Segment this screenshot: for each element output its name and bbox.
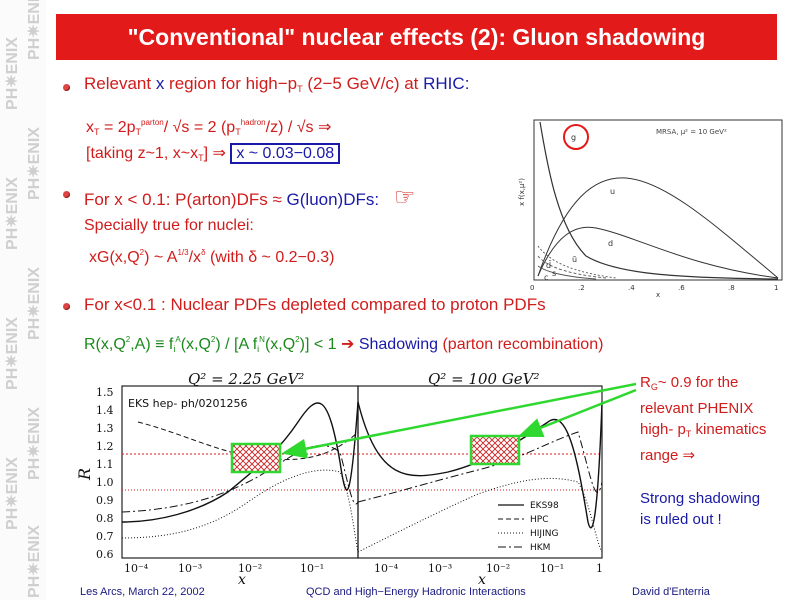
nuclei-note: Specially true for nuclei: (84, 217, 254, 234)
panel2-title: Q² = 100 GeV² (428, 370, 540, 388)
arrow-to-panel2 (517, 388, 637, 438)
arrow-to-panel1 (281, 382, 637, 459)
shadow-ytick: 0.7 (96, 530, 114, 543)
pdf-curve-label-u: u (610, 187, 615, 196)
shadow-ytick: 1.2 (96, 440, 114, 453)
shadow-ytick: 1.1 (96, 458, 114, 471)
hpc-curve-panel1 (137, 421, 359, 461)
rg-note-line4: range ⇒ (640, 447, 696, 464)
shadow-xlabel: x (238, 572, 246, 584)
pdf-curve-label-g: g (571, 133, 576, 142)
pdf-curve-label-d: d (608, 239, 613, 248)
shadow-ytick: 1.3 (96, 422, 114, 435)
footer-author: David d'Enterria (632, 586, 710, 598)
bullet-relevant-x: Relevant x region for high−pT (2−5 GeV/c… (84, 74, 470, 94)
bullet-parton-dfs: For x < 0.1: P(arton)DFs ≈ G(luon)DFs: ☞ (84, 184, 416, 211)
bullet-nuclear-pdfs: For x<0.1 : Nuclear PDFs depleted compar… (84, 295, 546, 314)
eks98-curve-panel1 (121, 401, 359, 523)
shadow-xtick: 10⁻³ (428, 562, 452, 575)
shadow-xtick: 10⁻¹ (540, 562, 564, 575)
footer-conference: QCD and High−Energy Hadronic Interaction… (306, 586, 526, 598)
shadow-xtick: 10⁻² (486, 562, 510, 575)
conclusion-line2: is ruled out ! (640, 511, 722, 528)
sidebar-logo-strip: PH✷ENIX PH✷ENIX PH✷ENIX PH✷ENIX PH✷ENIX … (0, 0, 46, 600)
shadow-xtick: 10⁻¹ (300, 562, 324, 575)
pdf-xlabel: x (656, 291, 660, 298)
legend-hijing: HIJING (530, 529, 558, 539)
footer-date: Les Arcs, March 22, 2002 (80, 586, 205, 598)
shadow-ytick: 1.4 (96, 404, 114, 417)
rg-note-line2: relevant PHENIX (640, 400, 754, 417)
phenix-region-box-panel2 (469, 434, 521, 466)
x-range-equation: [taking z~1, x~xT] ⇒ x ~ 0.03−0.08 (86, 143, 341, 164)
shadow-xtick: 10⁻⁴ (124, 562, 149, 575)
rg-note-line3: high- pT kinematics (640, 421, 767, 439)
shadow-xtick: 10⁻² (238, 562, 262, 575)
shadow-xtick: 1 (596, 562, 603, 575)
hkm-curve-panel1 (121, 445, 359, 513)
phenix-region-box-panel1 (230, 442, 282, 474)
rg-note: RG~ 0.9 for the relevant PHENIX high- pT… (640, 372, 766, 466)
panel1-title: Q² = 2.25 GeV² (188, 370, 304, 388)
pdf-xtick: .2 (578, 284, 585, 292)
pdf-curve-label-s: s (552, 269, 556, 278)
shadow-ytick: 1.0 (96, 476, 114, 489)
conclusion-note: Strong shadowing is ruled out ! (640, 488, 760, 530)
pdf-ylabel: x f(x,μ²) (518, 178, 526, 206)
pointing-hand-icon: ☞ (393, 184, 416, 211)
rg-note-line1: RG~ 0.9 for the (640, 374, 739, 392)
pdf-xtick: 1 (774, 284, 778, 292)
pdf-legend: MRSA, μ² = 10 GeV² (656, 128, 727, 136)
hijing-curve-panel1 (121, 469, 359, 553)
bullet-icon (63, 303, 70, 310)
arrow-icon: ➔ (340, 336, 355, 353)
pdf-xtick: .6 (678, 284, 685, 292)
ratio-definition: R(x,Q2,A) ≡ fiA(x,Q2) / [A fiN(x,Q2)] < … (84, 335, 604, 354)
pdf-xtick: .4 (628, 284, 635, 292)
parton-distribution-plot: MRSA, μ² = 10 GeV² x f(x,μ²) u d ū d̄ s … (516, 116, 788, 298)
pdf-curve-label-c: c (544, 273, 548, 282)
shadow-ytick: 1.5 (96, 386, 114, 399)
shadow-xlabel: x (478, 572, 486, 584)
bullet-icon (63, 84, 70, 91)
pdf-curve-label-ubar: ū (572, 255, 577, 264)
gluon-highlight-circle (563, 124, 589, 150)
xG-scaling: xG(x,Q2) ~ A1/3/xδ (with δ ~ 0.2−0.3) (89, 248, 335, 266)
legend-eks98: EKS98 (530, 501, 559, 511)
slide-title: "Conventional" nuclear effects (2): Gluo… (56, 14, 777, 60)
legend-hpc: HPC (530, 515, 548, 525)
legend-hkm: HKM (530, 543, 550, 553)
bullet-icon (63, 191, 70, 198)
shadow-ytick: 0.9 (96, 494, 114, 507)
shadow-xtick: 10⁻³ (178, 562, 202, 575)
shadow-xtick: 10⁻⁴ (374, 562, 399, 575)
pdf-xtick: 0 (530, 284, 534, 292)
gluon-shadowing-plot: Q² = 2.25 GeV² Q² = 100 GeV² R EKS hep- … (78, 362, 618, 584)
shadow-ytick: 0.8 (96, 512, 114, 525)
xT-equation: xT = 2pTparton/ √s = 2 (pThadron/z) / √s… (86, 118, 332, 137)
hkm-curve-panel2 (357, 431, 603, 503)
conclusion-line1: Strong shadowing (640, 490, 761, 507)
x-range-box: x ~ 0.03−0.08 (230, 143, 341, 164)
shadow-ytick: 0.6 (96, 548, 114, 561)
pdf-xtick: .8 (728, 284, 735, 292)
shadow-ylabel: R (78, 468, 94, 481)
eks-reference: EKS hep- ph/0201256 (128, 397, 247, 410)
pdf-curve-label-dbar: d̄ (546, 260, 552, 270)
